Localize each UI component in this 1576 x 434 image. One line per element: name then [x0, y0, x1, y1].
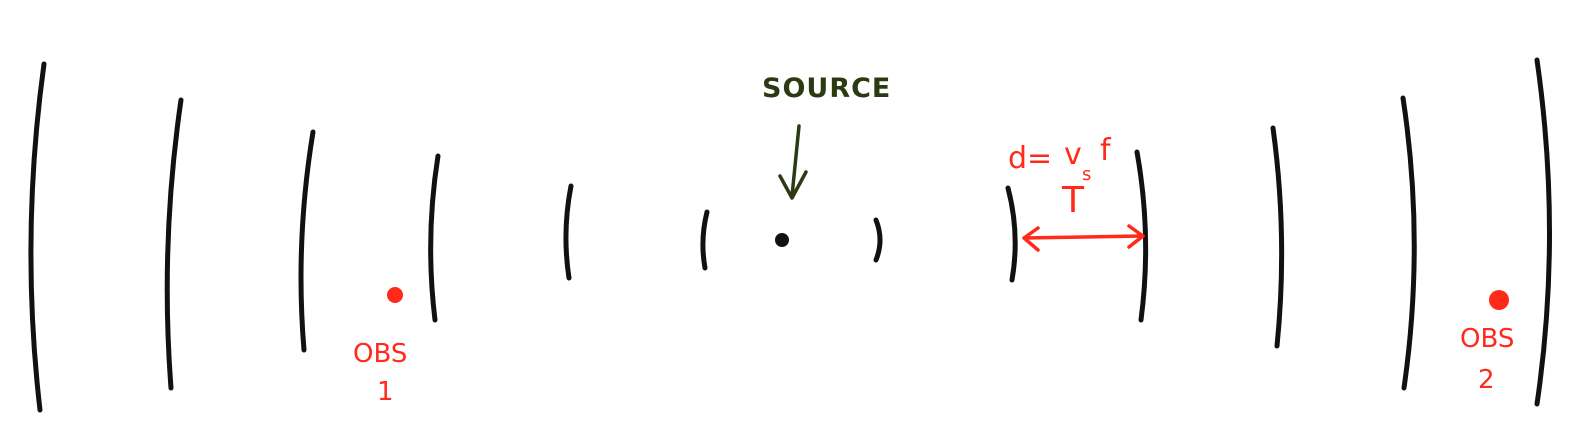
wavefront-left-1	[28, 61, 47, 413]
observer-2-number: 2	[1478, 365, 1495, 395]
observer-2-dot	[1489, 290, 1509, 310]
wavefront-left-2	[164, 97, 184, 391]
formula-denominator: T	[1061, 180, 1085, 221]
source-arrow	[778, 124, 808, 200]
observer-1-dot	[387, 287, 403, 303]
formula-subscript: s	[1082, 164, 1091, 185]
wavefront-right-3	[1134, 149, 1149, 323]
wavefront-right-4	[1270, 125, 1285, 349]
observer-1-label: OBS	[353, 339, 407, 369]
formula-numerator-tail: f	[1100, 133, 1112, 168]
source-dot	[775, 233, 789, 247]
formula-lhs: d=	[1008, 141, 1052, 176]
observer-2-label: OBS	[1460, 324, 1514, 354]
wavefront-left-3	[298, 129, 316, 353]
source-label: SOURCE	[762, 73, 891, 104]
distance-arrow	[1022, 224, 1145, 252]
wavefront-right-5	[1400, 95, 1417, 391]
wavelength-formula: d= v s f T	[1008, 133, 1112, 221]
wavefront-right-2	[1005, 185, 1018, 283]
wavefront-left-4	[428, 153, 441, 323]
wavefront-right-1	[873, 217, 883, 263]
wavefront-left-6	[700, 209, 710, 271]
wavefront-left-5	[563, 183, 574, 281]
wavefront-right-6	[1534, 57, 1552, 407]
observer-1-number: 1	[377, 377, 394, 407]
formula-numerator: v	[1064, 137, 1082, 172]
